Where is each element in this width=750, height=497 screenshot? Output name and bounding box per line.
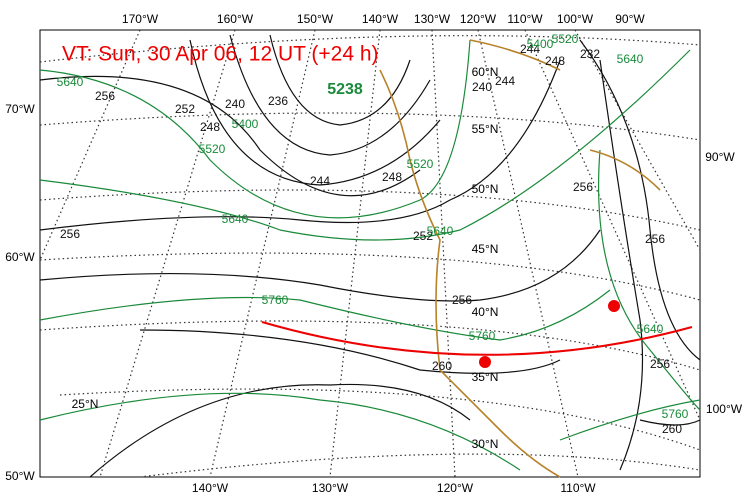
edge-label: 100°W — [706, 402, 743, 416]
thickness-contour-label: 5760 — [662, 407, 689, 421]
map-frame — [39, 29, 701, 478]
title: VT: Sun, 30 Apr 06, 12 UT (+24 h) — [62, 43, 379, 66]
coastline — [379, 39, 661, 478]
height-contour-label: 248 — [200, 120, 220, 134]
thickness-contour-label: 5520 — [199, 142, 226, 156]
thickness-contour-label: 5760 — [469, 329, 496, 343]
height-contour-label: 256 — [95, 89, 115, 103]
point-marker — [608, 300, 620, 312]
height-contour-label: 240 — [472, 80, 492, 94]
thickness-contour-label: 5640 — [222, 212, 249, 226]
longitude-label: 150°W — [297, 12, 334, 26]
longitude-label: 130°W — [312, 481, 349, 495]
latitude-label: 25°N — [72, 397, 99, 411]
edge-label: 90°W — [705, 150, 735, 164]
height-contour-label: 236 — [268, 94, 288, 108]
longitude-label: 130°W — [414, 12, 451, 26]
edge-label: 70°W — [5, 102, 35, 116]
longitude-label: 100°W — [557, 12, 594, 26]
latitude-label: 55°N — [472, 122, 499, 136]
thickness-contour-label: 5400 — [527, 37, 554, 51]
low-center-label: 5238 — [327, 81, 363, 98]
longitude-label: 140°W — [192, 481, 229, 495]
latitude-label: 45°N — [472, 242, 499, 256]
height-contour-label: 252 — [413, 229, 433, 243]
thickness-contour-label: 5520 — [552, 32, 579, 46]
edge-label: 50°W — [5, 469, 35, 483]
height-contour-label: 232 — [580, 47, 600, 61]
longitude-label: 120°W — [460, 12, 497, 26]
height-contour-label: 252 — [175, 102, 195, 116]
height-contour-label: 260 — [432, 359, 452, 373]
height-contour-label: 256 — [645, 232, 665, 246]
edge-label: 60°W — [5, 250, 35, 264]
height-contour-label: 256 — [452, 293, 472, 307]
height-contour-label: 256 — [650, 357, 670, 371]
longitude-label: 90°W — [615, 12, 645, 26]
thickness-contour-label: 5640 — [637, 322, 664, 336]
thickness-contour-label: 5640 — [57, 75, 84, 89]
height-contour-label: 248 — [545, 54, 565, 68]
height-contour-label: 248 — [382, 170, 402, 184]
trajectory — [261, 321, 693, 356]
longitude-label: 110°W — [507, 12, 543, 26]
longitude-label: 170°W — [122, 12, 159, 26]
thickness-contours — [39, 39, 701, 471]
height-contour-label: 244 — [310, 174, 330, 188]
latitude-label: 35°N — [472, 370, 499, 384]
thickness-contour-label: 5640 — [427, 224, 454, 238]
height-contours — [39, 34, 701, 478]
height-contour-label: 260 — [662, 422, 682, 436]
longitude-label: 120°W — [437, 481, 474, 495]
height-contour-label: 244 — [520, 42, 540, 56]
longitude-label: 160°W — [217, 12, 254, 26]
latitude-label: 60°N — [472, 65, 499, 79]
height-contour-label: 256 — [573, 180, 593, 194]
longitude-label: 110°W — [560, 481, 596, 495]
thickness-contour-label: 5760 — [262, 293, 289, 307]
height-contour-label: 244 — [495, 74, 515, 88]
latitude-label: 50°N — [472, 182, 499, 196]
latitude-label: 40°N — [472, 305, 499, 319]
thickness-contour-label: 5520 — [407, 157, 434, 171]
thickness-contour-label: 5640 — [617, 52, 644, 66]
point-marker — [479, 356, 491, 368]
height-contour-label: 240 — [225, 97, 245, 111]
latitude-label: 30°N — [472, 437, 499, 451]
longitude-label: 140°W — [362, 12, 399, 26]
height-contour-label: 256 — [60, 227, 80, 241]
thickness-contour-label: 5400 — [232, 117, 259, 131]
